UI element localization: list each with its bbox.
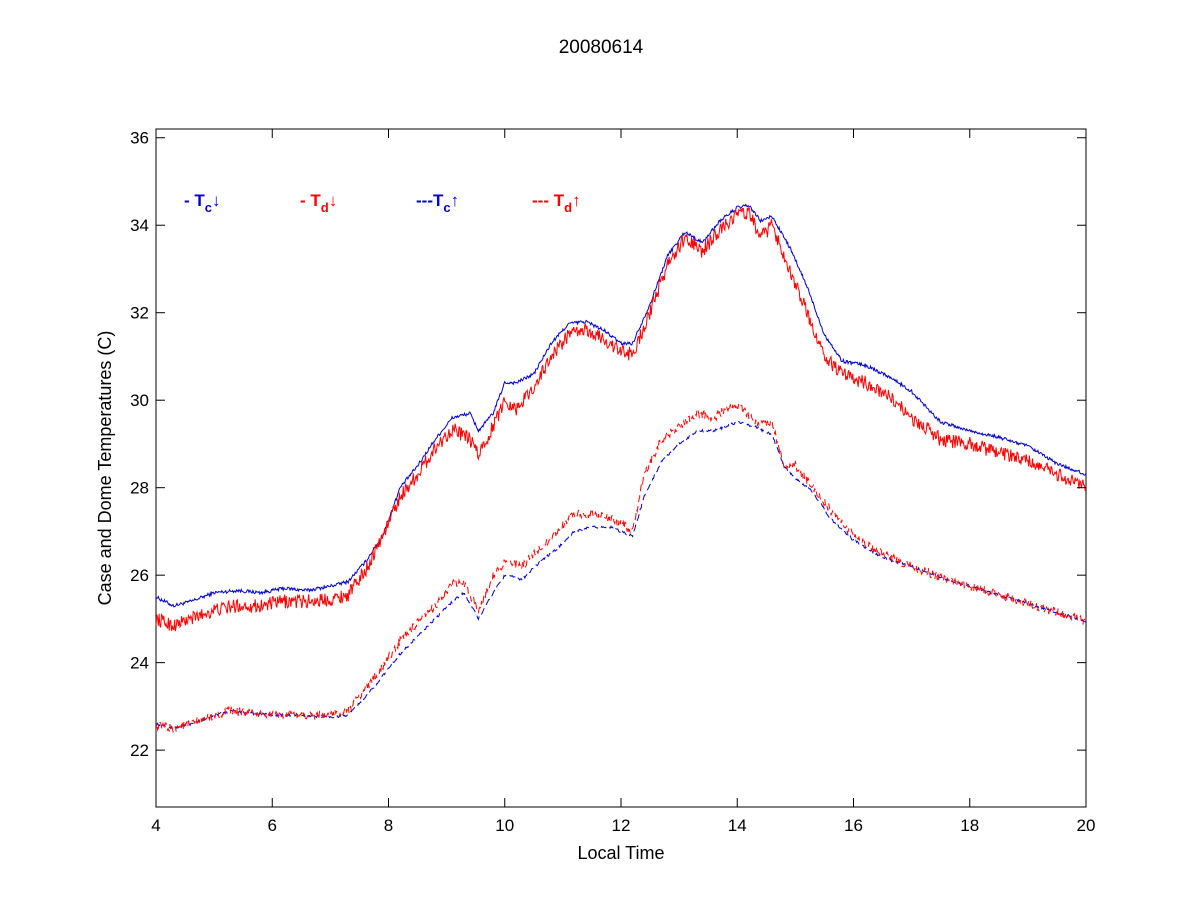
y-axis-label: Case and Dome Temperatures (C)	[95, 331, 115, 606]
series-line	[156, 401, 1086, 734]
series-layer	[156, 203, 1086, 734]
x-tick-label: 8	[384, 816, 393, 835]
legend-entry: - Tc↓	[184, 191, 221, 215]
legend: - Tc↓ - Td↓ ---Tc↑ --- Td↑	[184, 191, 581, 215]
x-tick-label: 18	[960, 816, 979, 835]
x-tick-label: 14	[728, 816, 747, 835]
y-tick-label: 34	[130, 216, 149, 235]
legend-entry: ---Tc↑	[416, 191, 459, 215]
series-line	[156, 205, 1086, 632]
series-line	[156, 421, 1086, 730]
y-tick-label: 36	[130, 129, 149, 148]
chart-title: 20080614	[559, 37, 644, 58]
y-tick-label: 30	[130, 391, 149, 410]
x-tick-label: 12	[612, 816, 631, 835]
y-tick-label: 26	[130, 566, 149, 585]
legend-entry: --- Td↑	[532, 191, 581, 215]
legend-entry: - Td↓	[300, 191, 337, 215]
x-tick-label: 20	[1077, 816, 1096, 835]
x-tick-label: 16	[844, 816, 863, 835]
plot-area	[155, 128, 1087, 808]
x-tick-label: 10	[495, 816, 514, 835]
y-tick-label: 22	[130, 741, 149, 760]
y-tick-label: 32	[130, 304, 149, 323]
x-tick-label: 4	[151, 816, 160, 835]
series-line	[156, 203, 1086, 608]
y-tick-label: 28	[130, 479, 149, 498]
y-tick-label: 24	[130, 654, 149, 673]
x-axis-label: Local Time	[577, 843, 664, 863]
tick-layer: 4 6 8 10 12 14 16 18 20 22 24 26 28 30 32 34 36	[130, 129, 1095, 835]
x-tick-label: 6	[268, 816, 277, 835]
